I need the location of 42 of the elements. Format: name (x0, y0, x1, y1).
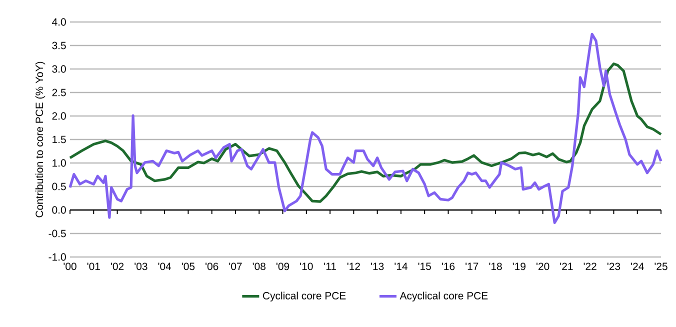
x-tick-label: '17 (466, 262, 478, 270)
x-tick-label: '11 (324, 262, 336, 270)
y-tick-label: -1.0 (48, 253, 66, 261)
y-axis-title: Contribution to core PCE (% YoY) (35, 62, 46, 218)
x-tick-label: '18 (489, 262, 502, 270)
y-tick-label: 1.0 (52, 159, 66, 167)
x-tick-label: '00 (64, 262, 76, 270)
x-tick-label: '16 (442, 262, 455, 270)
line-series (68, 62, 662, 203)
x-tick-label: '25 (654, 262, 668, 270)
x-tick-label: '22 (584, 262, 596, 270)
x-tick-label: '10 (300, 262, 313, 270)
x-tick-label: '15 (418, 262, 431, 270)
x-tick-label: '24 (631, 262, 644, 270)
y-tick-label: 4.0 (52, 18, 66, 26)
x-tick-label: '04 (158, 262, 172, 270)
x-tick-label: '20 (536, 262, 550, 270)
x-tick-label: '08 (252, 262, 266, 270)
x-tick-label: '01 (87, 262, 100, 270)
y-tick-label: 0.0 (52, 206, 66, 214)
x-tick-label: '13 (371, 262, 384, 270)
legend-label: Acyclical core PCE (400, 292, 488, 302)
y-tick-label: -0.5 (48, 230, 66, 238)
x-tick-label: '19 (512, 262, 526, 270)
legend-label: Cyclical core PCE (263, 292, 346, 302)
x-tick-label: '23 (607, 262, 620, 270)
y-tick-label: 3.0 (52, 65, 66, 73)
line-series (68, 32, 662, 224)
x-tick-label: '06 (206, 262, 218, 270)
y-tick-label: 2.5 (52, 88, 66, 96)
y-tick-label: 1.5 (52, 136, 66, 144)
y-tick-label: 0.5 (52, 182, 66, 190)
x-tick-label: '12 (347, 262, 360, 270)
x-tick-label: '14 (394, 262, 408, 270)
y-tick-label: 2.0 (52, 112, 66, 120)
x-tick-label: '07 (229, 262, 242, 270)
x-tick-label: '21 (560, 262, 573, 270)
y-tick-label: 3.5 (52, 42, 66, 50)
x-tick-label: '02 (110, 262, 124, 270)
x-tick-label: '05 (182, 262, 195, 270)
x-tick-label: '09 (276, 262, 290, 270)
x-tick-label: '03 (134, 262, 148, 270)
